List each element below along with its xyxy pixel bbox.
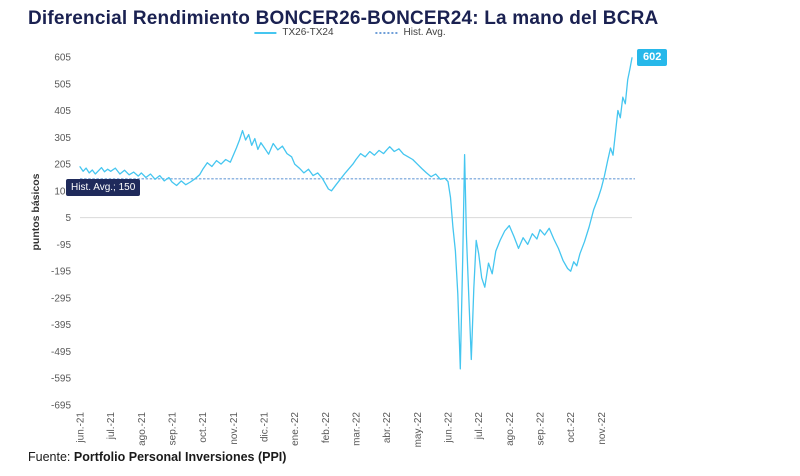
y-tick-label: 105 xyxy=(54,186,71,197)
x-tick-label: jul.-22 xyxy=(474,412,485,441)
x-tick-label: sep.-22 xyxy=(536,412,547,446)
y-tick-label: -395 xyxy=(51,320,71,331)
x-tick-label: ago.-21 xyxy=(137,412,148,446)
source-footer: Fuente: Portfolio Personal Inversiones (… xyxy=(28,450,286,464)
legend: TX26-TX24 Hist. Avg. xyxy=(254,27,446,38)
series-line-tx26-tx24 xyxy=(79,57,633,370)
y-tick-label: -95 xyxy=(57,240,72,251)
y-tick-label: 405 xyxy=(54,106,71,117)
x-tick-label: sep.-21 xyxy=(168,412,179,446)
avg-line-sample-icon xyxy=(375,31,398,34)
source-prefix: Fuente: xyxy=(28,450,74,464)
y-tick-label: -495 xyxy=(51,347,71,358)
legend-item-series: TX26-TX24 xyxy=(254,27,334,38)
chart-title: Diferencial Rendimiento BONCER26-BONCER2… xyxy=(28,8,659,29)
x-tick-label: jun.-21 xyxy=(76,412,87,444)
x-tick-label: may.-22 xyxy=(413,412,424,448)
legend-item-hist-avg: Hist. Avg. xyxy=(375,27,446,38)
x-tick-label: nov.-21 xyxy=(229,412,240,445)
x-tick-label: oct.-21 xyxy=(198,412,209,443)
legend-avg-label: Hist. Avg. xyxy=(403,27,446,38)
legend-series-label: TX26-TX24 xyxy=(282,27,334,38)
y-tick-label: 5 xyxy=(65,213,71,224)
x-tick-label: abr.-22 xyxy=(382,412,393,444)
series-line-sample-icon xyxy=(254,31,277,34)
x-tick-label: feb.-22 xyxy=(321,412,332,444)
y-tick-label: 605 xyxy=(54,53,71,64)
source-name: Portfolio Personal Inversiones (PPI) xyxy=(73,450,287,464)
x-tick-label: ago.-22 xyxy=(505,412,516,446)
last-value-annotation: 602 xyxy=(637,49,668,66)
x-tick-label: nov.-22 xyxy=(597,412,608,445)
x-tick-label: dic.-21 xyxy=(260,412,271,442)
y-tick-label: -695 xyxy=(51,401,71,412)
y-tick-label: -595 xyxy=(51,374,71,385)
x-tick-label: jul.-21 xyxy=(106,412,117,441)
x-tick-label: jun.-22 xyxy=(444,412,455,444)
y-tick-label: 205 xyxy=(54,160,71,171)
y-tick-label: 505 xyxy=(54,79,71,90)
x-tick-label: mar.-22 xyxy=(352,412,363,446)
y-tick-label: 305 xyxy=(54,133,71,144)
hist-avg-annotation: Hist. Avg.; 150 xyxy=(66,179,141,196)
x-tick-label: oct.-22 xyxy=(566,412,577,443)
x-tick-label: ene.-22 xyxy=(290,412,301,446)
y-tick-label: -295 xyxy=(51,293,71,304)
y-tick-label: -195 xyxy=(51,267,71,278)
